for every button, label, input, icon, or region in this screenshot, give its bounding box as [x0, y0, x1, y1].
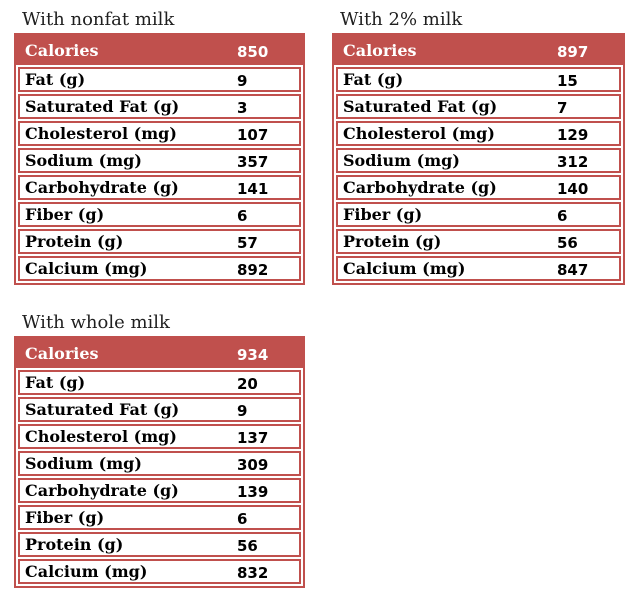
- row-label: Fiber (g): [25, 205, 105, 224]
- header-value: 934: [237, 345, 269, 364]
- row-label: Cholesterol (mg): [25, 427, 177, 446]
- row-value: 6: [557, 207, 568, 225]
- row-label: Calcium (mg): [343, 259, 466, 278]
- row-value: 309: [237, 456, 269, 474]
- row-value: 892: [237, 261, 269, 279]
- row-value: 6: [237, 207, 248, 225]
- nutrition-table-nonfat: Calories 850 Fat (g) 9 Saturated Fat (g)…: [14, 33, 305, 285]
- row-value: 6: [237, 510, 248, 528]
- row-label: Protein (g): [343, 232, 442, 251]
- row-value: 7: [557, 99, 568, 117]
- row-value: 56: [557, 234, 578, 252]
- row-value: 140: [557, 180, 589, 198]
- row-label: Cholesterol (mg): [343, 124, 495, 143]
- row-label: Fat (g): [25, 373, 86, 392]
- row-value: 832: [237, 564, 269, 582]
- row-value: 56: [237, 537, 258, 555]
- table-row: Saturated Fat (g) 3: [18, 94, 301, 119]
- row-value: 312: [557, 153, 589, 171]
- row-label: Fiber (g): [25, 508, 105, 527]
- row-label: Fiber (g): [343, 205, 423, 224]
- table-row: Calcium (mg) 892: [18, 256, 301, 281]
- header-value: 897: [557, 42, 589, 61]
- table-header-row: Calories 850: [16, 35, 303, 65]
- row-label: Sodium (mg): [25, 454, 142, 473]
- row-value: 141: [237, 180, 269, 198]
- nonfat-milk-table-section: With nonfat milk Calories 850 Fat (g) 9 …: [14, 8, 305, 285]
- row-value: 15: [557, 72, 578, 90]
- row-label: Sodium (mg): [25, 151, 142, 170]
- table-row: Protein (g) 56: [336, 229, 621, 254]
- row-label: Carbohydrate (g): [25, 178, 179, 197]
- row-label: Protein (g): [25, 535, 124, 554]
- table-title: With 2% milk: [340, 9, 463, 30]
- row-label: Carbohydrate (g): [25, 481, 179, 500]
- table-title: With whole milk: [22, 312, 170, 333]
- row-label: Carbohydrate (g): [343, 178, 497, 197]
- row-value: 847: [557, 261, 589, 279]
- table-row: Fat (g) 20: [18, 370, 301, 395]
- table-header-row: Calories 897: [334, 35, 623, 65]
- header-label: Calories: [25, 40, 99, 60]
- table-row: Fiber (g) 6: [18, 505, 301, 530]
- table-row: Fiber (g) 6: [18, 202, 301, 227]
- table-row: Sodium (mg) 309: [18, 451, 301, 476]
- table-row: Sodium (mg) 357: [18, 148, 301, 173]
- table-row: Carbohydrate (g) 141: [18, 175, 301, 200]
- table-row: Fat (g) 15: [336, 67, 621, 92]
- table-row: Fiber (g) 6: [336, 202, 621, 227]
- row-label: Saturated Fat (g): [25, 97, 180, 116]
- table-title: With nonfat milk: [22, 9, 175, 30]
- row-label: Sodium (mg): [343, 151, 460, 170]
- header-label: Calories: [343, 40, 417, 60]
- table-row: Carbohydrate (g) 139: [18, 478, 301, 503]
- row-value: 9: [237, 72, 248, 90]
- row-label: Calcium (mg): [25, 562, 148, 581]
- row-label: Saturated Fat (g): [25, 400, 180, 419]
- table-row: Cholesterol (mg) 137: [18, 424, 301, 449]
- header-label: Calories: [25, 343, 99, 363]
- table-row: Cholesterol (mg) 107: [18, 121, 301, 146]
- row-value: 139: [237, 483, 269, 501]
- table-row: Cholesterol (mg) 129: [336, 121, 621, 146]
- row-label: Saturated Fat (g): [343, 97, 498, 116]
- row-value: 129: [557, 126, 589, 144]
- row-value: 9: [237, 402, 248, 420]
- nutrition-table-2percent: Calories 897 Fat (g) 15 Saturated Fat (g…: [332, 33, 625, 285]
- table-row: Sodium (mg) 312: [336, 148, 621, 173]
- table-row: Saturated Fat (g) 7: [336, 94, 621, 119]
- row-label: Fat (g): [343, 70, 404, 89]
- row-label: Protein (g): [25, 232, 124, 251]
- row-value: 107: [237, 126, 269, 144]
- row-value: 20: [237, 375, 258, 393]
- header-value: 850: [237, 42, 269, 61]
- table-row: Calcium (mg) 847: [336, 256, 621, 281]
- two-percent-milk-table-section: With 2% milk Calories 897 Fat (g) 15 Sat…: [332, 8, 625, 285]
- row-value: 357: [237, 153, 269, 171]
- table-row: Calcium (mg) 832: [18, 559, 301, 584]
- table-row: Protein (g) 56: [18, 532, 301, 557]
- row-label: Cholesterol (mg): [25, 124, 177, 143]
- row-value: 3: [237, 99, 248, 117]
- nutrition-table-whole: Calories 934 Fat (g) 20 Saturated Fat (g…: [14, 336, 305, 588]
- table-header-row: Calories 934: [16, 338, 303, 368]
- table-row: Carbohydrate (g) 140: [336, 175, 621, 200]
- table-row: Fat (g) 9: [18, 67, 301, 92]
- row-value: 137: [237, 429, 269, 447]
- row-value: 57: [237, 234, 258, 252]
- table-row: Saturated Fat (g) 9: [18, 397, 301, 422]
- row-label: Calcium (mg): [25, 259, 148, 278]
- row-label: Fat (g): [25, 70, 86, 89]
- whole-milk-table-section: With whole milk Calories 934 Fat (g) 20 …: [14, 311, 305, 588]
- table-row: Protein (g) 57: [18, 229, 301, 254]
